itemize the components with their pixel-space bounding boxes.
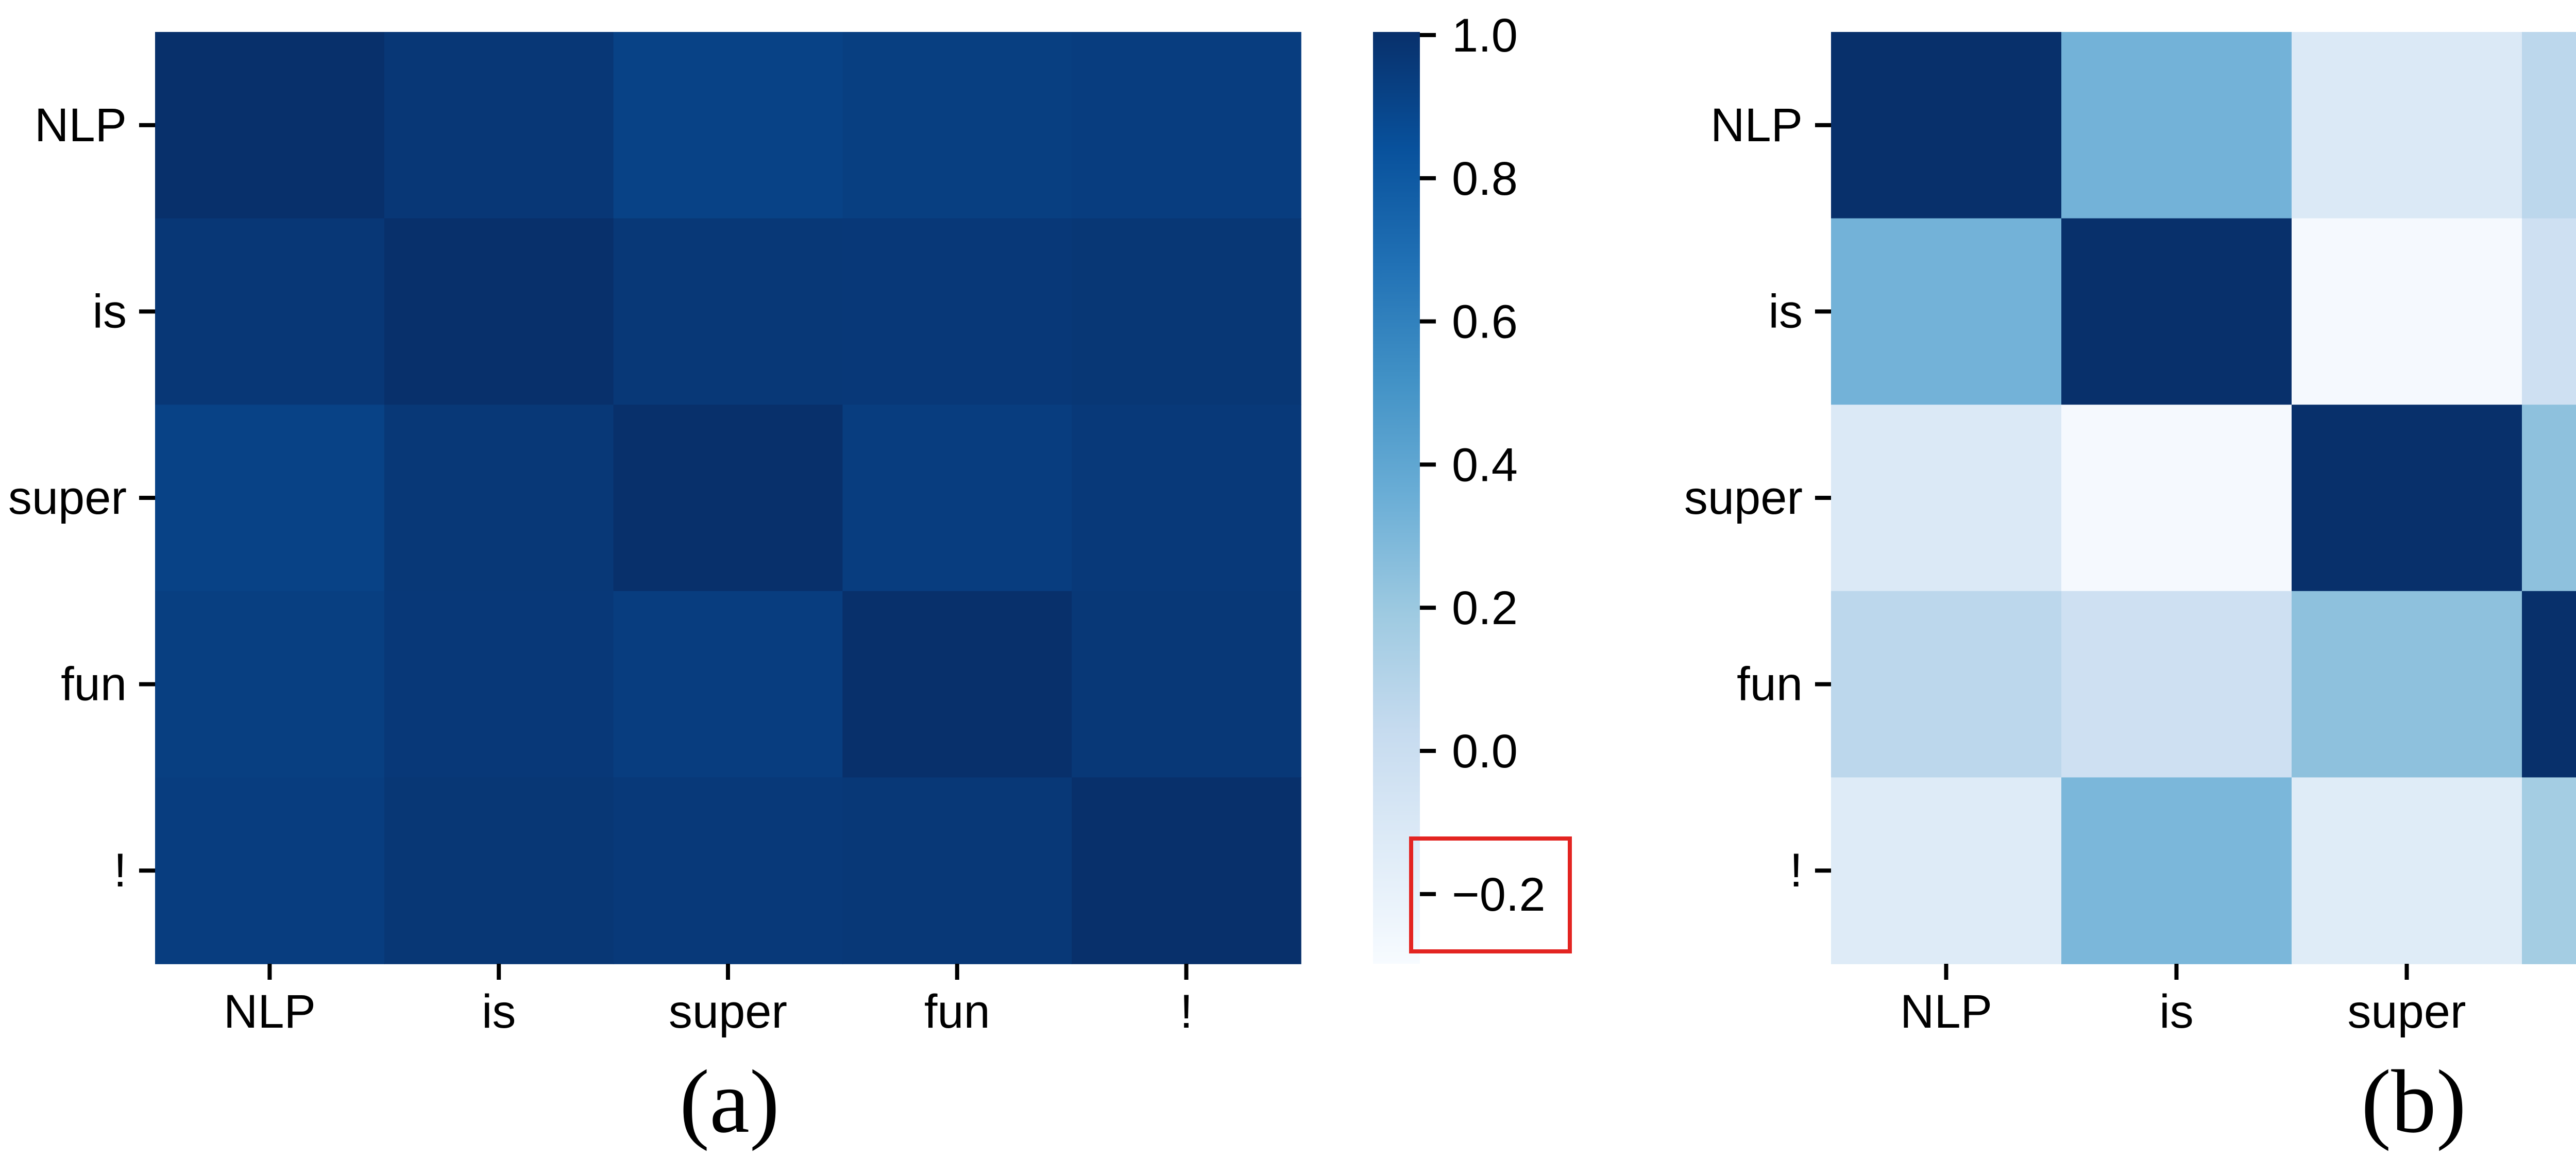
svg-text:0.0: 0.0 — [1452, 725, 1518, 778]
svg-text:!: ! — [113, 844, 127, 897]
svg-text:fun: fun — [924, 985, 990, 1038]
svg-text:fun: fun — [61, 658, 127, 711]
svg-text:!: ! — [1789, 844, 1803, 897]
svg-text:0.4: 0.4 — [1452, 439, 1518, 491]
svg-text:0.6: 0.6 — [1452, 296, 1518, 348]
svg-text:0.8: 0.8 — [1452, 153, 1518, 205]
svg-text:super: super — [8, 472, 127, 524]
svg-text:super: super — [1684, 472, 1803, 524]
svg-text:!: ! — [1180, 985, 1193, 1038]
svg-text:is: is — [93, 285, 127, 338]
svg-text:1.0: 1.0 — [1452, 9, 1518, 62]
svg-text:is: is — [1769, 285, 1803, 338]
svg-text:−0.2: −0.2 — [1452, 868, 1546, 921]
svg-text:is: is — [482, 985, 516, 1038]
svg-text:(b): (b) — [2361, 1051, 2466, 1151]
svg-text:is: is — [2159, 985, 2193, 1038]
svg-text:(a): (a) — [680, 1051, 779, 1151]
svg-text:fun: fun — [1737, 658, 1803, 711]
svg-text:NLP: NLP — [1900, 985, 1992, 1038]
svg-text:0.2: 0.2 — [1452, 582, 1518, 634]
svg-text:super: super — [2347, 985, 2466, 1038]
svg-text:NLP: NLP — [224, 985, 316, 1038]
svg-text:super: super — [669, 985, 787, 1038]
svg-text:NLP: NLP — [1710, 99, 1803, 152]
svg-text:NLP: NLP — [35, 99, 127, 152]
